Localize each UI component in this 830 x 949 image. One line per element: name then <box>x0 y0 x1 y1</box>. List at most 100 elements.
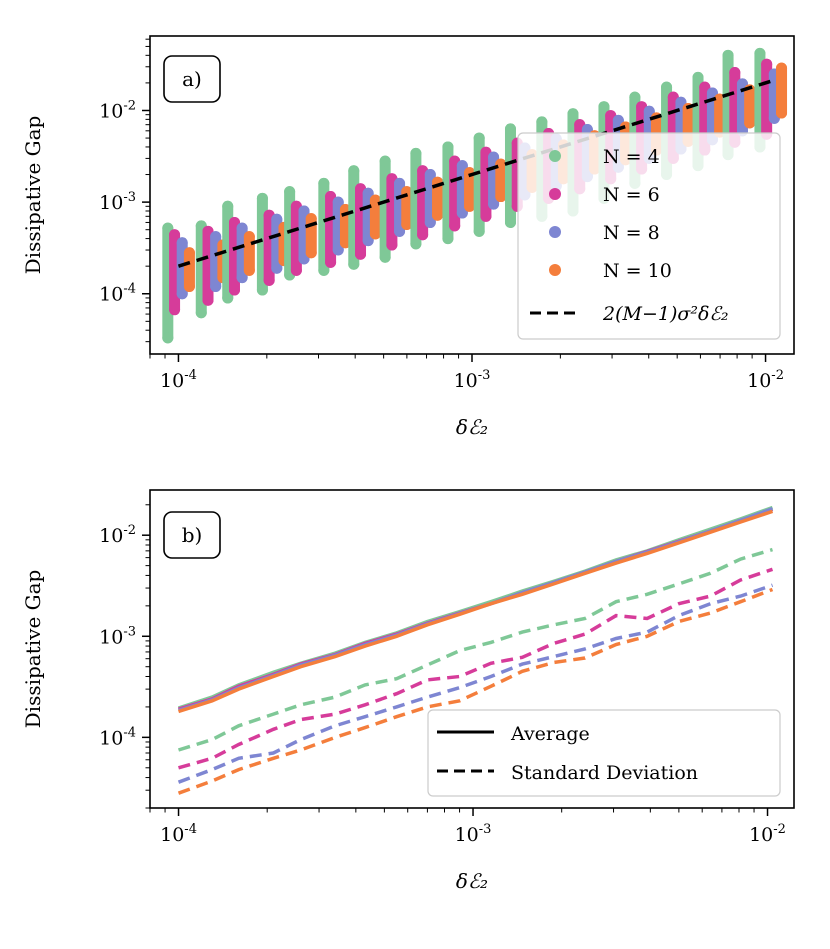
panel-a-fit-line-layer <box>177 79 772 268</box>
scatter-cluster-n-4 <box>318 177 330 276</box>
legend-label-std: Standard Deviation <box>511 762 698 784</box>
panel-b-ytick-label: 10-3 <box>99 624 136 648</box>
scatter-point-low-n-6 <box>290 264 302 276</box>
legend-label-average: Average <box>510 723 590 745</box>
scatter-point-low-n-4 <box>256 284 268 296</box>
scatter-point-high-n-4 <box>348 165 360 177</box>
scatter-point-high-n-4 <box>379 155 391 167</box>
panel-a-xtick-exp: -3 <box>478 368 491 383</box>
scatter-point-high-n-4 <box>442 141 454 153</box>
scatter-cluster-n-8 <box>236 222 248 284</box>
scatter-point-high-n-4 <box>692 71 704 83</box>
scatter-cluster-n-4 <box>256 192 268 296</box>
panel-b-tag-text: b) <box>182 523 203 547</box>
scatter-cluster-n-8 <box>488 151 500 210</box>
panel-a-tag-text: a) <box>182 67 202 91</box>
scatter-cluster-n-8 <box>456 160 468 219</box>
panel-a-xtick-exp: -2 <box>771 368 784 383</box>
panel-a: 10-4 10-3 10-210-410-310-2 a) N = 4 N = 6 … <box>21 35 795 439</box>
scatter-point-high-n-8 <box>456 160 468 172</box>
scatter-point-low-n-8 <box>298 253 310 265</box>
std-line-n-8 <box>177 583 774 784</box>
panel-b-tag-box <box>163 511 221 559</box>
scatter-point-low-n-10 <box>776 107 788 119</box>
panel-b-axes-frame <box>149 489 795 809</box>
scatter-point-high-n-8 <box>612 114 624 126</box>
scatter-point-high-n-6 <box>202 225 214 237</box>
scatter-point-high-n-4 <box>754 47 766 59</box>
scatter-point-low-n-4 <box>348 258 360 270</box>
panel-b-ytick-exp: -4 <box>123 725 136 740</box>
panel-b-ytick-base: 10 <box>99 727 123 749</box>
panel-b-xtick-base: 10 <box>455 824 479 846</box>
panel-a-ytick-exp: -2 <box>123 98 136 113</box>
panel-a-legend-frame <box>517 132 781 340</box>
scatter-cluster-n-4 <box>410 147 422 250</box>
scatter-point-low-n-4 <box>473 225 485 237</box>
scatter-point-high-n-8 <box>271 213 283 225</box>
legend-marker-n4 <box>549 150 561 162</box>
legend-label-n6: N = 6 <box>603 184 660 206</box>
scatter-point-low-n-10 <box>432 209 444 221</box>
panel-a-ytick-label: 10-2 <box>99 98 136 122</box>
scatter-point-low-n-8 <box>332 244 344 256</box>
scatter-point-high-n-4 <box>722 49 734 61</box>
scatter-point-high-n-8 <box>210 231 222 243</box>
scatter-point-high-n-4 <box>536 116 548 128</box>
scatter-cluster-n-8 <box>362 187 374 247</box>
scatter-point-low-n-10 <box>464 200 476 212</box>
panel-b: 10-4 10-3 10-210-410-310-2 b) Average Stan… <box>21 489 795 893</box>
scatter-point-high-n-6 <box>699 81 711 93</box>
panel-a-xtick-base: 10 <box>747 370 771 392</box>
legend-marker-n8 <box>549 226 561 238</box>
scatter-point-low-n-8 <box>488 198 500 210</box>
scatter-point-high-n-10 <box>183 247 195 259</box>
scatter-point-high-n-8 <box>236 222 248 234</box>
scatter-point-low-n-8 <box>456 207 468 219</box>
scatter-point-low-n-8 <box>271 262 283 274</box>
scatter-point-low-n-10 <box>339 237 351 249</box>
panel-b-legend: Average Standard Deviation <box>427 709 781 797</box>
scatter-point-high-n-8 <box>488 151 500 163</box>
scatter-point-low-n-6 <box>449 220 461 232</box>
legend-label-n4: N = 4 <box>603 146 660 168</box>
scatter-cluster-n-4 <box>348 165 360 270</box>
scatter-point-high-n-6 <box>761 58 773 70</box>
scatter-point-high-n-10 <box>305 213 317 225</box>
scatter-point-low-n-10 <box>495 191 507 203</box>
std-line-n-4 <box>177 547 773 752</box>
scatter-point-high-n-8 <box>675 96 687 108</box>
scatter-cluster-n-4 <box>222 200 234 304</box>
scatter-point-high-n-4 <box>162 222 174 234</box>
scatter-point-high-n-6 <box>169 229 181 241</box>
scatter-point-low-n-10 <box>305 247 317 259</box>
scatter-point-high-n-4 <box>504 123 516 135</box>
panel-b-xtick-base: 10 <box>749 824 773 846</box>
legend-label-n10: N = 10 <box>603 260 672 282</box>
panel-b-xtick-exp: -3 <box>479 822 492 837</box>
scatter-point-high-n-8 <box>581 124 593 136</box>
scatter-point-high-n-4 <box>567 108 579 120</box>
std-line-n-10 <box>177 587 774 795</box>
legend-marker-n6 <box>549 188 561 200</box>
scatter-point-low-n-4 <box>379 251 391 263</box>
scatter-point-high-n-8 <box>332 196 344 208</box>
scatter-point-high-n-10 <box>620 121 632 133</box>
panel-b-xtick-base: 10 <box>160 824 184 846</box>
panel-b-tag: b) <box>163 511 221 559</box>
panel-a-ticks: 10-4 10-3 10-210-410-310-2 <box>99 38 784 392</box>
scatter-point-low-n-10 <box>744 117 756 129</box>
legend-label-fit-line: 2(M−1)σ²δℰ₂ <box>602 303 729 325</box>
scatter-point-low-n-6 <box>386 239 398 251</box>
scatter-cluster-n-4 <box>379 155 391 263</box>
panel-a-ytick-label: 10-3 <box>99 190 136 214</box>
scatter-point-low-n-6 <box>228 284 240 296</box>
scatter-cluster-n-6 <box>325 191 337 268</box>
panel-a-xtick-label: 10-3 <box>454 368 491 392</box>
scatter-point-high-n-8 <box>706 87 718 99</box>
scatter-cluster-n-4 <box>504 123 516 228</box>
scatter-cluster-n-8 <box>394 177 406 237</box>
scatter-cluster-n-8 <box>298 205 310 265</box>
scatter-point-low-n-10 <box>183 280 195 292</box>
